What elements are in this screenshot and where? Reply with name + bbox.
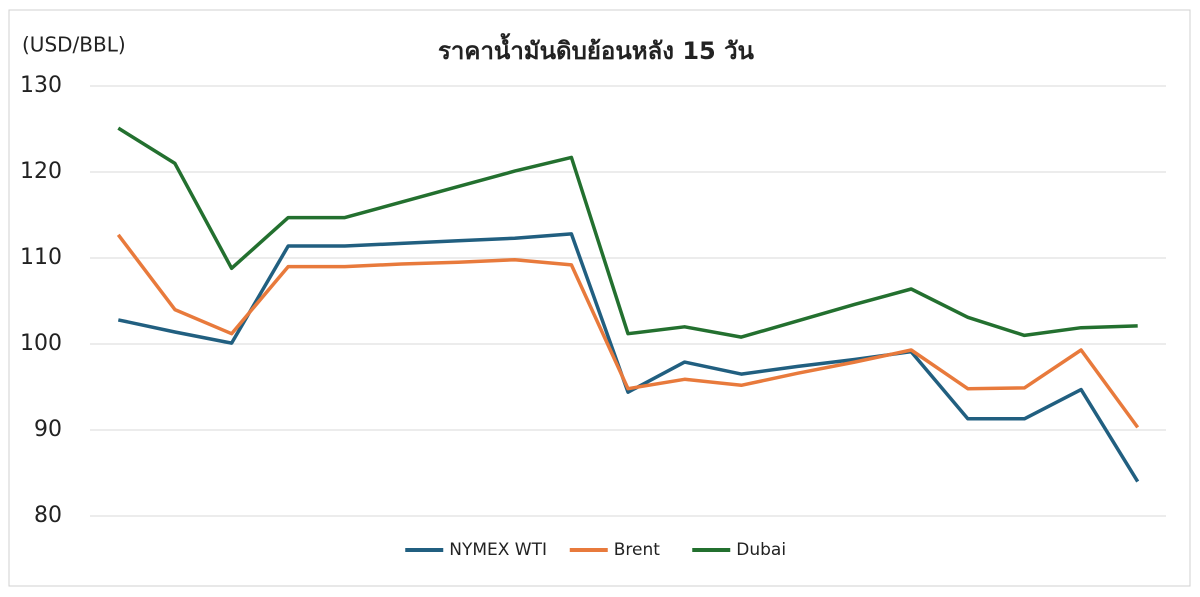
legend-label: Dubai: [736, 540, 786, 560]
legend-label: NYMEX WTI: [449, 540, 547, 560]
y-tick-label: 110: [20, 245, 62, 270]
y-tick-label: 100: [20, 331, 62, 356]
y-tick-label: 120: [20, 159, 62, 184]
chart-frame: [8, 9, 1191, 587]
y-tick-label: 80: [34, 503, 62, 528]
y-tick-label: 130: [20, 73, 62, 98]
legend-label: Brent: [614, 540, 661, 560]
chart-title: ราคาน้ำมันดิบย้อนหลัง 15 วัน: [438, 32, 755, 65]
y-tick-label: 90: [34, 417, 62, 442]
series-line: [117, 232, 1140, 483]
y-axis-label: (USD/BBL): [22, 33, 126, 57]
series-line: [116, 233, 1140, 429]
series-line: [117, 126, 1138, 339]
